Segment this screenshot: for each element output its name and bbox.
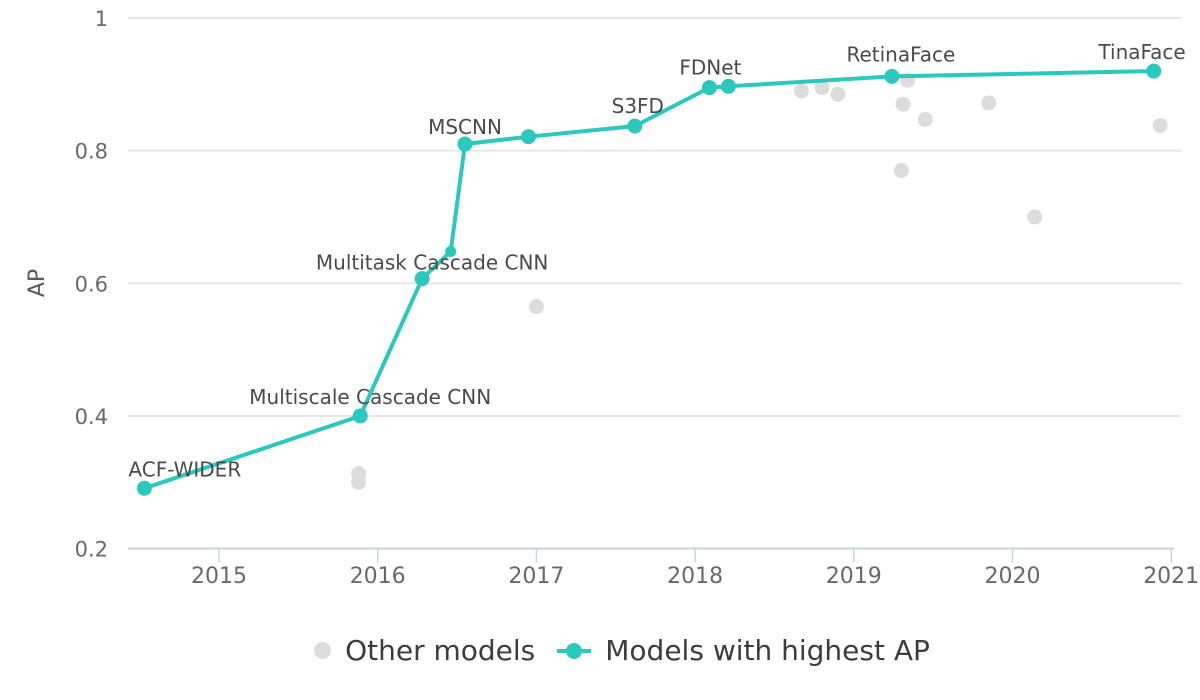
legend-label-highest-ap: Models with highest AP bbox=[605, 634, 930, 667]
y-tick-label: 0.8 bbox=[75, 140, 108, 164]
other-models-marker-icon bbox=[314, 642, 332, 659]
legend-item-highest-ap[interactable]: Models with highest AP bbox=[557, 634, 930, 667]
legend-item-other-models[interactable]: Other models bbox=[314, 634, 535, 667]
x-tick-label: 2015 bbox=[191, 564, 247, 589]
data-point-highlight[interactable] bbox=[445, 245, 457, 257]
data-point-highlight[interactable] bbox=[884, 68, 900, 84]
ap-trend-chart: 2015 2016 2017 2018 2019 2020 2021 1 0.8 0.6 0.4 0.… bbox=[25, 7, 1199, 667]
data-point-highlight[interactable] bbox=[627, 118, 643, 134]
y-axis-title: AP bbox=[25, 269, 50, 297]
data-point-highlight[interactable] bbox=[1146, 63, 1162, 79]
data-point-other[interactable] bbox=[830, 86, 846, 102]
data-point-other[interactable] bbox=[893, 163, 909, 179]
point-label: Multitask Cascade CNN bbox=[316, 251, 548, 275]
x-tick-label: 2019 bbox=[826, 564, 882, 589]
y-tick-label: 1 bbox=[95, 7, 108, 31]
data-point-highlight[interactable] bbox=[414, 271, 430, 287]
data-point-other[interactable] bbox=[1027, 209, 1043, 225]
data-point-highlight[interactable] bbox=[352, 408, 368, 424]
x-tick-label: 2021 bbox=[1143, 564, 1199, 589]
x-tick-label: 2018 bbox=[667, 564, 723, 589]
point-label: RetinaFace bbox=[846, 42, 955, 66]
data-point-other[interactable] bbox=[1152, 117, 1168, 133]
data-point-highlight[interactable] bbox=[520, 129, 536, 145]
data-point-other[interactable] bbox=[981, 95, 997, 111]
point-label: MSCNN bbox=[428, 115, 502, 139]
y-tick-label: 0.2 bbox=[75, 538, 108, 562]
x-tick-label: 2016 bbox=[350, 564, 406, 589]
x-tick-label: 2017 bbox=[508, 564, 564, 589]
point-label: Multiscale Cascade CNN bbox=[249, 385, 491, 409]
data-point-other[interactable] bbox=[351, 474, 367, 490]
point-label: TinaFace bbox=[1097, 40, 1185, 64]
point-label: S3FD bbox=[612, 94, 664, 118]
data-point-highlight[interactable] bbox=[720, 78, 736, 94]
data-point-other[interactable] bbox=[814, 80, 830, 96]
y-tick-label: 0.6 bbox=[75, 272, 108, 296]
data-point-highlight[interactable] bbox=[701, 80, 717, 96]
legend-label-other-models: Other models bbox=[345, 634, 536, 667]
data-point-highlight[interactable] bbox=[136, 480, 152, 496]
data-point-highlight[interactable] bbox=[457, 136, 473, 152]
chart-legend: Other models Models with highest AP bbox=[0, 620, 1200, 667]
point-label: ACF-WIDER bbox=[128, 457, 241, 481]
highest-ap-line bbox=[142, 69, 1156, 491]
highest-ap-marker-icon bbox=[557, 642, 592, 659]
y-tick-label: 0.4 bbox=[75, 405, 108, 429]
x-tick-label: 2020 bbox=[985, 564, 1041, 589]
data-point-other[interactable] bbox=[917, 111, 933, 127]
point-label: FDNet bbox=[679, 56, 741, 80]
data-point-other[interactable] bbox=[895, 96, 911, 112]
chart-canvas: 2015 2016 2017 2018 2019 2020 2021 1 0.8 0.6 0.4 0.… bbox=[25, 7, 1199, 589]
data-point-other[interactable] bbox=[793, 83, 809, 99]
data-point-other[interactable] bbox=[528, 299, 544, 315]
